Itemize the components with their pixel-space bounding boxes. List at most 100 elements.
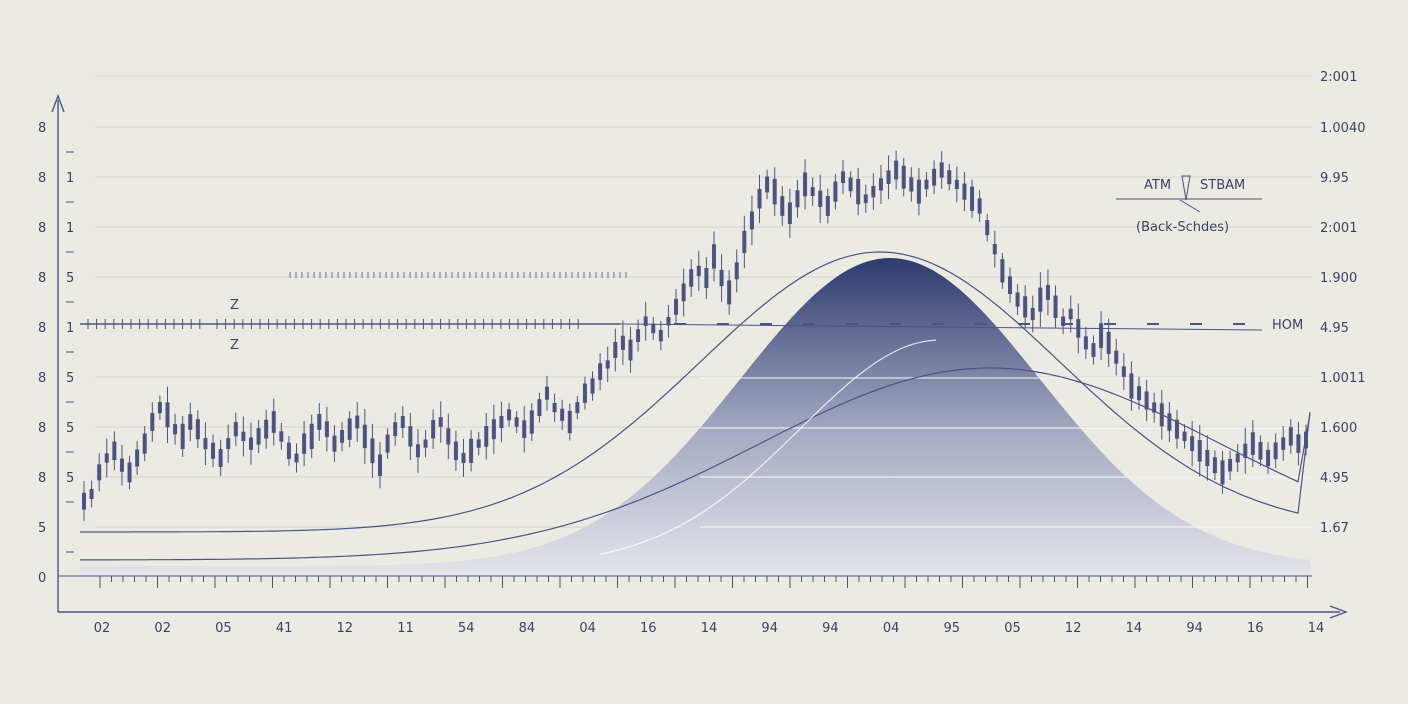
x-tick-label: 05 — [215, 621, 232, 636]
y-right-tick-label: 1.0040 — [1320, 121, 1366, 136]
y-left-tick-label: 5 — [38, 521, 46, 536]
price-bar — [1099, 323, 1104, 348]
price-bar — [901, 165, 906, 189]
x-tick-label: 14 — [701, 621, 718, 636]
price-bar — [1220, 460, 1225, 485]
price-bar — [886, 170, 891, 184]
price-bar — [211, 442, 216, 459]
x-axis-arrow — [1329, 605, 1348, 619]
y-right-tick-label: 1.0011 — [1320, 371, 1366, 386]
price-bar — [1190, 436, 1195, 451]
price-bar — [529, 410, 534, 434]
bracket-annotation-row — [289, 272, 627, 278]
y-right-tick-label: 2:001 — [1320, 70, 1357, 85]
y-left-tick-label: 8 — [38, 371, 46, 386]
price-bar — [173, 424, 178, 435]
price-bar — [613, 341, 618, 359]
price-bar — [992, 244, 997, 255]
price-bar — [423, 439, 428, 448]
y-left-tick-label: 0 — [38, 571, 46, 586]
y-left-tick-label: 8 — [38, 471, 46, 486]
x-tick-label: 04 — [883, 621, 900, 636]
x-tick-label: 04 — [579, 621, 596, 636]
legend: ATM STBAM (Back-Schdes) — [1116, 175, 1262, 235]
price-bar — [82, 492, 86, 510]
x-tick-label: 94 — [761, 621, 778, 636]
y-left-tick-label: 8 — [38, 421, 46, 436]
price-bar — [954, 179, 959, 189]
price-bar — [1288, 427, 1293, 446]
price-bar — [453, 441, 458, 461]
price-bar — [560, 408, 565, 421]
price-bar — [1152, 402, 1157, 413]
price-bar — [1137, 386, 1142, 401]
price-bar — [1281, 437, 1286, 450]
x-tick-label: 11 — [397, 621, 414, 636]
price-bar — [985, 220, 990, 236]
price-bar — [719, 269, 724, 287]
y-left-tick-label: 8 — [38, 221, 46, 236]
price-bar — [1038, 287, 1043, 312]
price-bar — [871, 185, 876, 198]
price-bar — [150, 412, 155, 432]
x-tick-label: 54 — [458, 621, 475, 636]
price-bar — [1273, 442, 1278, 460]
price-bar — [909, 177, 914, 192]
price-bar — [302, 433, 307, 454]
price-bar — [522, 420, 527, 439]
row-label-left-bottom: Z — [230, 338, 239, 353]
y-left-tick-label: 8 — [38, 271, 46, 286]
white-gridlines — [700, 377, 1312, 528]
price-bar — [1167, 413, 1172, 431]
price-bar — [932, 168, 937, 186]
x-tick-label: 16 — [1247, 621, 1264, 636]
price-bar — [696, 265, 701, 276]
y-left-minor-label: 1 — [66, 321, 74, 336]
distribution-area — [80, 258, 1312, 576]
price-bar — [757, 189, 762, 209]
legend-line2: STBAM — [1200, 178, 1245, 193]
price-bar — [841, 171, 846, 184]
price-bar — [271, 411, 276, 433]
price-bar — [195, 419, 200, 440]
y-left-minor-label: 5 — [66, 271, 74, 286]
price-bar — [620, 335, 625, 350]
price-bar — [89, 488, 94, 500]
price-series — [82, 150, 1308, 522]
x-tick-label: 12 — [337, 621, 354, 636]
price-bar — [605, 360, 610, 369]
x-tick-label: 16 — [640, 621, 657, 636]
price-bar — [977, 198, 982, 214]
ruler-row — [80, 319, 1263, 331]
price-bar — [112, 441, 117, 461]
price-bar — [939, 162, 944, 178]
price-bar — [415, 444, 420, 458]
price-bar — [1007, 276, 1012, 295]
y-right-tick-label: 2:001 — [1320, 221, 1357, 236]
price-bar — [514, 417, 519, 427]
price-bar — [484, 426, 489, 447]
price-bar — [157, 402, 162, 414]
price-bar — [119, 458, 124, 472]
y-left-minor-label: 5 — [66, 421, 74, 436]
price-bar — [294, 453, 299, 463]
price-bar — [878, 178, 883, 191]
price-bar — [704, 268, 709, 288]
x-tick-label: 14 — [1308, 621, 1325, 636]
price-bar — [347, 418, 352, 440]
price-bar — [1212, 457, 1217, 474]
price-bar — [970, 186, 975, 211]
price-bar — [233, 422, 238, 437]
y-left-minor-label: 5 — [66, 471, 74, 486]
price-bar — [1106, 331, 1111, 354]
price-bar — [636, 329, 641, 343]
price-bar — [916, 179, 921, 204]
price-bar — [393, 422, 398, 437]
price-bar — [1250, 432, 1255, 455]
price-bar — [1068, 308, 1073, 320]
price-bar — [248, 437, 253, 450]
x-tick-label: 14 — [1126, 621, 1143, 636]
price-bar — [818, 190, 823, 208]
price-bar — [658, 329, 663, 342]
